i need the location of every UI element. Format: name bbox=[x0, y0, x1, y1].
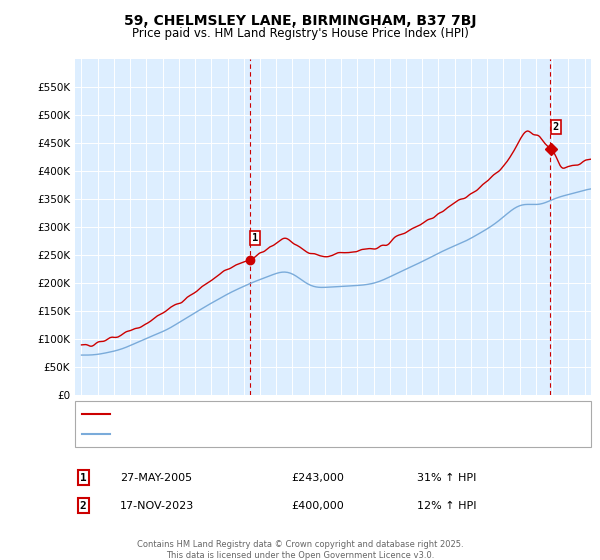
Text: 27-MAY-2005: 27-MAY-2005 bbox=[120, 473, 192, 483]
Text: 2: 2 bbox=[553, 122, 559, 132]
Text: £400,000: £400,000 bbox=[291, 501, 344, 511]
Text: £243,000: £243,000 bbox=[291, 473, 344, 483]
Text: 2: 2 bbox=[80, 501, 86, 511]
Text: 1: 1 bbox=[80, 473, 86, 483]
Text: 59, CHELMSLEY LANE, BIRMINGHAM, B37 7BJ: 59, CHELMSLEY LANE, BIRMINGHAM, B37 7BJ bbox=[124, 14, 476, 28]
Text: 31% ↑ HPI: 31% ↑ HPI bbox=[417, 473, 476, 483]
Text: Price paid vs. HM Land Registry's House Price Index (HPI): Price paid vs. HM Land Registry's House … bbox=[131, 27, 469, 40]
Text: HPI: Average price, semi-detached house, Solihull: HPI: Average price, semi-detached house,… bbox=[115, 429, 363, 439]
Text: Contains HM Land Registry data © Crown copyright and database right 2025.
This d: Contains HM Land Registry data © Crown c… bbox=[137, 540, 463, 559]
Text: 1: 1 bbox=[253, 233, 259, 243]
Text: 17-NOV-2023: 17-NOV-2023 bbox=[120, 501, 194, 511]
Text: 59, CHELMSLEY LANE, BIRMINGHAM, B37 7BJ (semi-detached house): 59, CHELMSLEY LANE, BIRMINGHAM, B37 7BJ … bbox=[115, 409, 458, 419]
Text: 12% ↑ HPI: 12% ↑ HPI bbox=[417, 501, 476, 511]
